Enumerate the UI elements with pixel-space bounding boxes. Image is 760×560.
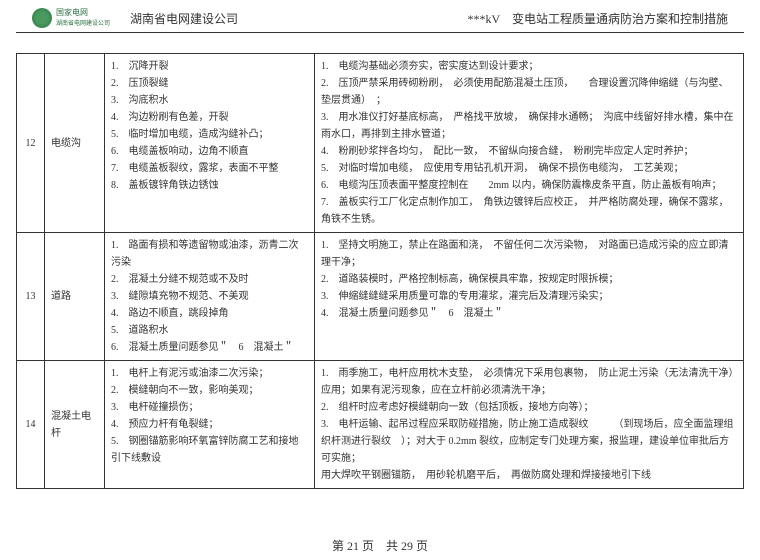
measure-line: 1. 坚持文明施工，禁止在路面和浇， 不留任何二次污染物， 对路面已造成污染的应… (321, 237, 737, 271)
row-number: 12 (17, 54, 45, 233)
row-measures: 1. 坚持文明施工，禁止在路面和浇， 不留任何二次污染物， 对路面已造成污染的应… (315, 233, 744, 361)
issue-line: 3. 电杆碰撞损伤； (111, 399, 308, 416)
issue-line: 7. 电缆盖板裂纹，露浆，表面不平整 (111, 160, 308, 177)
row-category: 混凝土电杆 (45, 361, 105, 489)
table-row: 13道路1. 路面有损和等遗留物或油漆，沥青二次污染2. 混凝土分缝不规范或不及… (17, 233, 744, 361)
issue-line: 5. 钢圈锚筋影响环氧富锌防腐工艺和接地引下线敷设 (111, 433, 308, 467)
page-header: 国家电网 湖南省电网建设公司 湖南省电网建设公司 ***kV 变电站工程质量通病… (16, 0, 744, 33)
measure-line: 3. 伸缩缝缝缝采用质量可靠的专用灌浆，灌完后及清理污染实； (321, 288, 737, 305)
issue-line: 4. 路边不顺直，跳段掉角 (111, 305, 308, 322)
measure-line: 5. 对临时增加电缆， 应使用专用钻孔机开洞， 确保不损伤电缆沟， 工艺美观； (321, 160, 737, 177)
row-number: 13 (17, 233, 45, 361)
issue-line: 5. 道路积水 (111, 322, 308, 339)
row-issues: 1. 沉降开裂2. 压顶裂缝3. 沟底积水4. 沟边粉刷有色差，开裂5. 临时增… (105, 54, 315, 233)
issue-line: 2. 压顶裂缝 (111, 75, 308, 92)
measure-line: 4. 粉刷砂浆拌各均匀， 配比一致， 不留纵向接合缝， 粉刷完毕应定人定时养护； (321, 143, 737, 160)
content-area: 12电缆沟1. 沉降开裂2. 压顶裂缝3. 沟底积水4. 沟边粉刷有色差，开裂5… (0, 33, 760, 489)
measure-line: 3. 用水准仪打好基底标高， 严格找平放坡， 确保排水通畅； 沟底中线留好排水槽… (321, 109, 737, 143)
issue-line: 5. 临时增加电缆，造成沟缝补凸； (111, 126, 308, 143)
issue-line: 4. 沟边粉刷有色差，开裂 (111, 109, 308, 126)
issue-line: 1. 路面有损和等遗留物或油漆，沥青二次污染 (111, 237, 308, 271)
header-left-title: 湖南省电网建设公司 (130, 10, 238, 27)
header-right-title: ***kV 变电站工程质量通病防治方案和控制措施 (468, 10, 728, 27)
logo-name: 国家电网 (56, 9, 110, 18)
measure-line: 7. 盖板实行工厂化定点制作加工， 角铁边镀锌后应校正， 并严格防腐处理，确保不… (321, 194, 737, 228)
measure-line: 6. 电缆沟压顶表面平整度控制在 2mm 以内，确保防震橡皮条平直，防止盖板有响… (321, 177, 737, 194)
issue-line: 6. 电缆盖板响动，边角不顺直 (111, 143, 308, 160)
main-table: 12电缆沟1. 沉降开裂2. 压顶裂缝3. 沟底积水4. 沟边粉刷有色差，开裂5… (16, 53, 744, 489)
issue-line: 6. 混凝土质量问题参见＂ 6 混凝土＂ (111, 339, 308, 356)
measure-line: 用大焊吹平钢圈锚筋， 用砂轮机磨平后， 再做防腐处理和焊接接地引下线 (321, 467, 737, 484)
issue-line: 2. 模缝朝向不一致，影响美观； (111, 382, 308, 399)
row-category: 道路 (45, 233, 105, 361)
issue-line: 4. 预应力杆有龟裂缝； (111, 416, 308, 433)
issue-line: 3. 缝隙填充物不规范、不美观 (111, 288, 308, 305)
measure-line: 4. 混凝土质量问题参见＂ 6 混凝土＂ (321, 305, 737, 322)
row-measures: 1. 电缆沟基础必须夯实，密实度达到设计要求；2. 压顶严禁采用砖砌粉刷， 必须… (315, 54, 744, 233)
issue-line: 1. 电杆上有泥污或油漆二次污染； (111, 365, 308, 382)
table-row: 12电缆沟1. 沉降开裂2. 压顶裂缝3. 沟底积水4. 沟边粉刷有色差，开裂5… (17, 54, 744, 233)
row-measures: 1. 雨季施工，电杆应用枕木支垫， 必须情况下采用包裹物， 防止泥土污染（无法清… (315, 361, 744, 489)
issue-line: 1. 沉降开裂 (111, 58, 308, 75)
logo-area: 国家电网 湖南省电网建设公司 (32, 8, 110, 28)
measure-line: 3. 电杆运输、起吊过程应采取防碰措施，防止施工造成裂纹 （到现场后，应全面监理… (321, 416, 737, 467)
measure-line: 2. 组杆时应考虑好模缝朝向一致（包括顶板，接地方向等）； (321, 399, 737, 416)
measure-line: 1. 雨季施工，电杆应用枕木支垫， 必须情况下采用包裹物， 防止泥土污染（无法清… (321, 365, 737, 399)
row-number: 14 (17, 361, 45, 489)
row-issues: 1. 电杆上有泥污或油漆二次污染；2. 模缝朝向不一致，影响美观；3. 电杆碰撞… (105, 361, 315, 489)
measure-line: 1. 电缆沟基础必须夯实，密实度达到设计要求； (321, 58, 737, 75)
page-footer: 第 21 页 共 29 页 (0, 537, 760, 554)
issue-line: 3. 沟底积水 (111, 92, 308, 109)
measure-line: 2. 道路装模时，严格控制标高，确保模具牢靠，按规定时限拆模； (321, 271, 737, 288)
logo-sub: 湖南省电网建设公司 (56, 18, 110, 27)
table-row: 14混凝土电杆1. 电杆上有泥污或油漆二次污染；2. 模缝朝向不一致，影响美观；… (17, 361, 744, 489)
logo-icon (32, 8, 52, 28)
measure-line: 2. 压顶严禁采用砖砌粉刷， 必须使用配筋混凝土压顶， 合理设置沉降伸缩缝（与沟… (321, 75, 737, 109)
row-category: 电缆沟 (45, 54, 105, 233)
issue-line: 8. 盖板镀锌角铁边锈蚀 (111, 177, 308, 194)
issue-line: 2. 混凝土分缝不规范或不及时 (111, 271, 308, 288)
row-issues: 1. 路面有损和等遗留物或油漆，沥青二次污染2. 混凝土分缝不规范或不及时3. … (105, 233, 315, 361)
